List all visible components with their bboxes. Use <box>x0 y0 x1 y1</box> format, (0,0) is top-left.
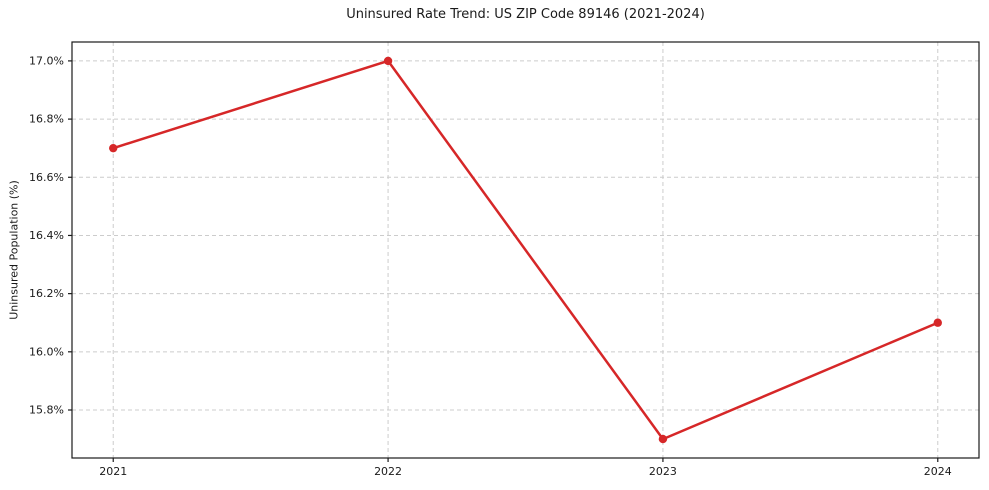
trend-line <box>111 59 940 441</box>
data-point-2024 <box>933 318 942 327</box>
data-point-2023 <box>658 434 668 444</box>
y-tick-label: 15.8% <box>29 404 64 417</box>
y-tick-label: 16.0% <box>29 345 64 358</box>
y-tick-label: 17.0% <box>29 54 64 67</box>
x-tick-label: 2021 <box>99 465 127 478</box>
plot-border <box>71 41 980 459</box>
x-tick-label: 2022 <box>374 465 402 478</box>
y-tick-label: 16.6% <box>29 171 64 184</box>
data-point-2021 <box>109 143 118 153</box>
y-tick-label: 16.4% <box>29 229 64 242</box>
y-tick-label: 16.8% <box>29 113 64 126</box>
data-point-2022 <box>383 56 393 66</box>
x-tick-label: 2023 <box>649 465 677 478</box>
chart-title: Uninsured Rate Trend: US ZIP Code 89146 … <box>346 7 705 22</box>
x-tick-label: 2024 <box>924 465 952 478</box>
y-tick-label: 16.2% <box>29 287 64 300</box>
